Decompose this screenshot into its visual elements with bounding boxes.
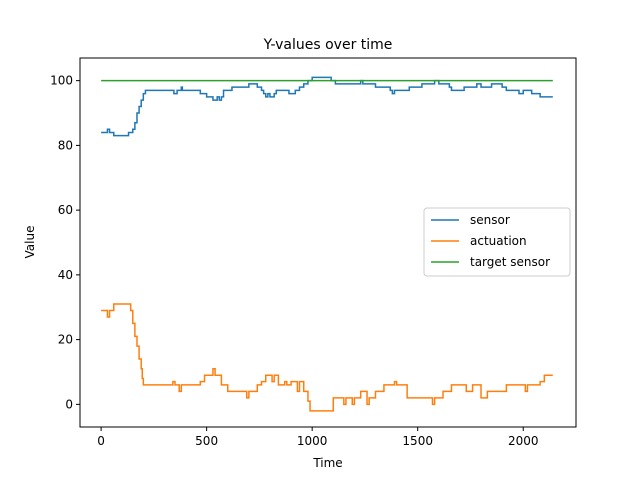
y-tick-label: 60 (58, 203, 73, 217)
x-tick-label: 2000 (508, 434, 539, 448)
legend-items: sensor actuation target sensor (431, 213, 550, 269)
legend-box (423, 207, 571, 277)
plot-area (101, 76, 553, 412)
y-tick-label: 80 (58, 138, 73, 152)
chart-title: Y-values over time (263, 37, 393, 53)
y-tick-label: 0 (65, 397, 73, 411)
x-axis-ticks: 0 500 1000 1500 2000 (97, 427, 539, 448)
x-tick-label: 500 (195, 434, 218, 448)
legend-label: actuation (470, 234, 527, 248)
plot-frame (79, 57, 577, 428)
x-tick-label: 1000 (297, 434, 328, 448)
legend-label: sensor (470, 213, 510, 227)
y-tick-label: 100 (50, 74, 73, 88)
legend-label: target sensor (470, 255, 550, 269)
x-axis-label: Time (312, 456, 342, 470)
x-tick-label: 0 (97, 434, 105, 448)
y-axis-ticks: 0 20 40 60 80 100 (50, 74, 80, 411)
x-tick-label: 1500 (402, 434, 433, 448)
legend: sensor actuation target sensor (423, 207, 571, 277)
y-axis-label: Value (23, 226, 37, 259)
series-line-actuation (101, 303, 553, 412)
y-tick-label: 20 (58, 333, 73, 347)
y-tick-label: 40 (58, 268, 73, 282)
series-line-sensor (101, 76, 553, 137)
